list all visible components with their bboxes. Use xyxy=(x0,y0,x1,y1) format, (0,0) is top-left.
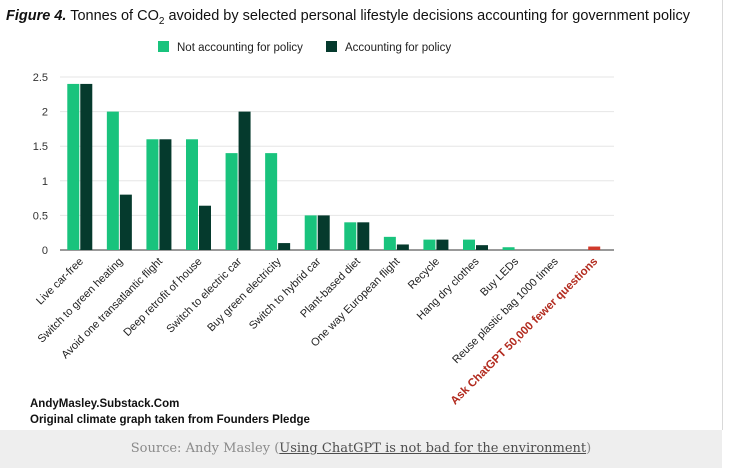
bar-highlight xyxy=(588,246,601,250)
bar-accounting xyxy=(199,205,211,250)
y-tick-label: 2.5 xyxy=(33,72,48,84)
chart-frame: Figure 4. Tonnes of CO2 avoided by selec… xyxy=(6,0,723,430)
bar-accounting xyxy=(436,239,449,250)
x-tick-label: Switch to electric car xyxy=(164,255,244,335)
y-tick-label: 1 xyxy=(42,176,48,188)
bar-not-accounting xyxy=(67,83,80,250)
bar-accounting xyxy=(278,243,291,250)
bar-accounting xyxy=(317,215,330,250)
chart-credit: AndyMasley.Substack.Com Original climate… xyxy=(30,396,310,428)
bar-not-accounting xyxy=(463,239,475,250)
bar-not-accounting xyxy=(225,153,238,250)
x-tick-label: Deep retrofit of house xyxy=(121,256,204,339)
bar-not-accounting xyxy=(304,215,317,250)
bar-not-accounting xyxy=(106,111,119,250)
bar-accounting xyxy=(396,244,409,250)
y-tick-label: 0.5 xyxy=(33,210,48,222)
bar-not-accounting xyxy=(265,153,278,250)
bar-not-accounting xyxy=(186,139,198,250)
bar-accounting xyxy=(159,139,172,250)
caption-prefix: Source: xyxy=(130,441,182,456)
bar-not-accounting xyxy=(423,239,436,250)
caption-author: Andy Masley ( xyxy=(181,441,280,456)
x-tick-label: Ask ChatGPT 50,000 fewer questions xyxy=(449,256,601,408)
bar-not-accounting xyxy=(383,236,396,250)
bar-accounting xyxy=(357,222,370,250)
title-subscript: 2 xyxy=(158,15,165,27)
bar-accounting xyxy=(476,245,488,250)
y-tick-label: 1.5 xyxy=(33,141,48,153)
image-caption: Source: Andy Masley (Using ChatGPT is no… xyxy=(0,441,722,456)
image-caption-bar: Source: Andy Masley (Using ChatGPT is no… xyxy=(0,430,722,468)
chart-title: Figure 4. Tonnes of CO2 avoided by selec… xyxy=(6,8,690,27)
x-tick-label: Recycle xyxy=(406,256,442,292)
legend-swatch-accounting xyxy=(326,41,337,52)
bar-not-accounting xyxy=(344,222,357,250)
bar-accounting xyxy=(80,83,93,250)
title-text-start: Tonnes of CO xyxy=(66,8,159,24)
credit-site: AndyMasley.Substack.Com xyxy=(30,398,180,410)
caption-link[interactable]: Using ChatGPT is not bad for the environ… xyxy=(279,441,587,456)
y-tick-label: 0 xyxy=(42,245,48,257)
x-tick-label: Buy green electricity xyxy=(205,255,284,334)
figure-label: Figure 4. xyxy=(6,8,67,24)
bar-accounting xyxy=(119,194,132,250)
bar-not-accounting xyxy=(146,139,159,250)
title-text-end: avoided by selected personal lifestyle d… xyxy=(164,8,690,24)
caption-suffix: ) xyxy=(586,441,592,456)
credit-source: Original climate graph taken from Founde… xyxy=(30,414,310,426)
legend-label-not-accounting: Not accounting for policy xyxy=(177,42,303,54)
y-tick-label: 2 xyxy=(42,107,48,119)
legend-label-accounting: Accounting for policy xyxy=(345,42,451,54)
bar-accounting xyxy=(238,111,251,250)
x-tick-label: Switch to hybrid car xyxy=(247,255,324,332)
bar-not-accounting xyxy=(502,247,515,250)
legend-swatch-not-accounting xyxy=(158,41,169,52)
